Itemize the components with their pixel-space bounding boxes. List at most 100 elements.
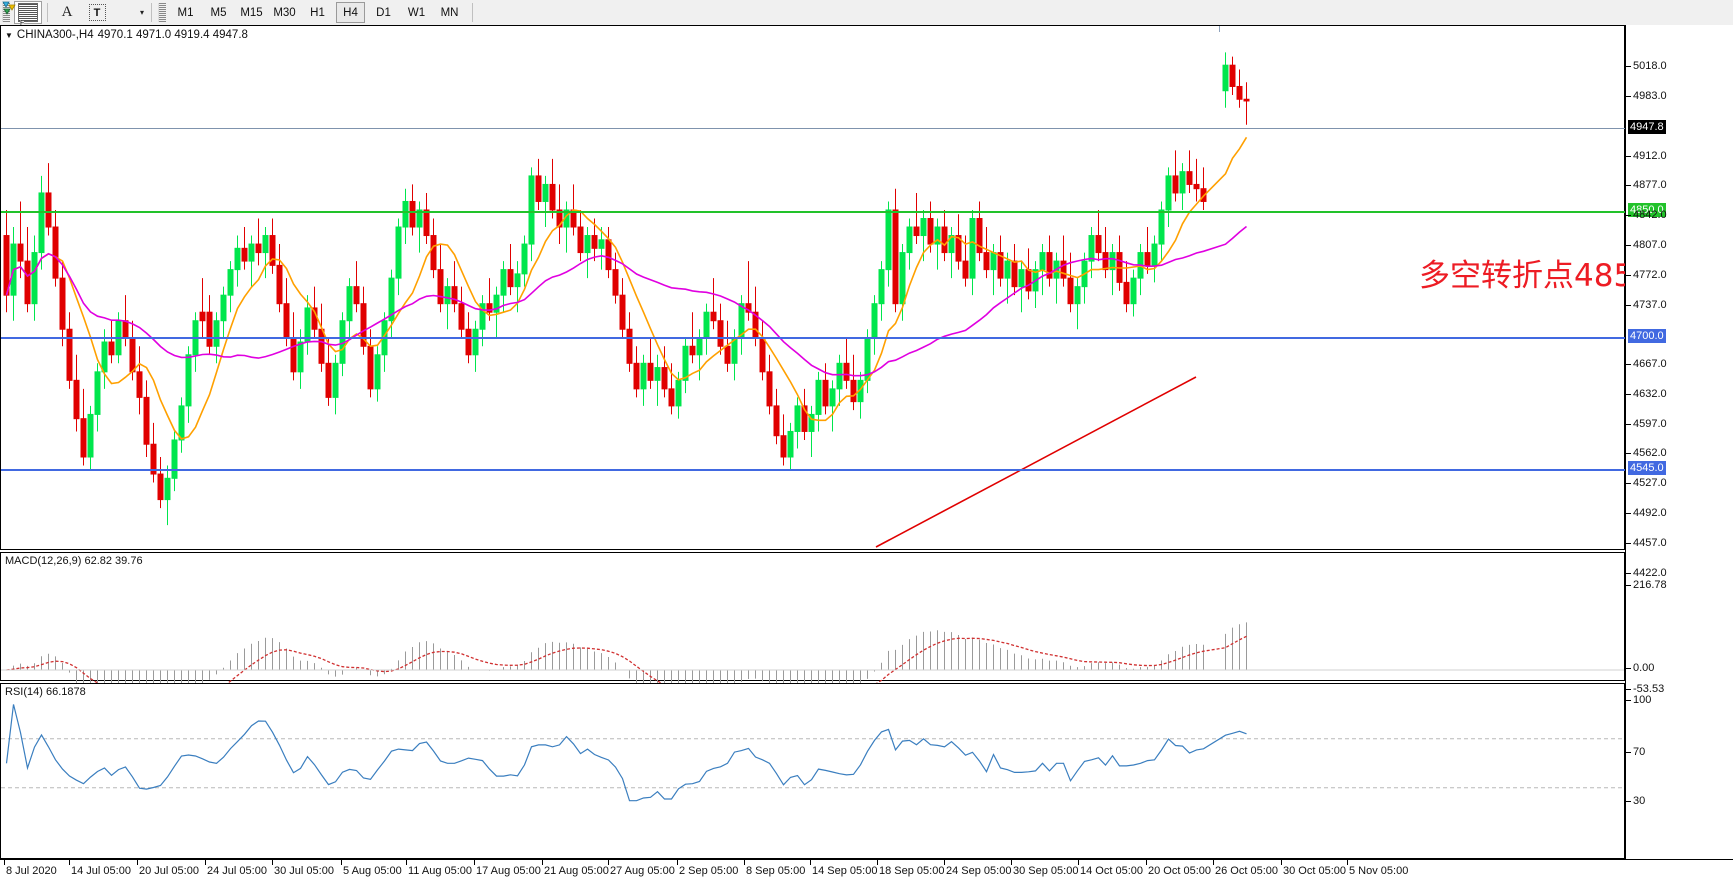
candle [1032,261,1039,308]
price-tick-4983_0: 4983.0 [1626,90,1667,102]
candle [164,465,171,526]
timeframe-h4[interactable]: H4 [336,2,366,23]
candle [192,312,199,372]
price-tag-4850_0[interactable]: 4850.0 [1628,203,1666,217]
candle [1229,56,1236,95]
candle [269,218,276,274]
candle [493,286,500,338]
candle [255,218,262,266]
price-scale[interactable]: 5018.0 4983.0 4947.8 4912.0 4877.0 4850.0 4842… [1625,25,1733,859]
rsi-panel[interactable]: RSI(14) 66.1878 [0,683,1625,859]
candle [682,337,689,394]
time-tick [944,860,945,865]
candle [430,218,437,279]
macd-panel[interactable]: MACD(12,26,9) 62.82 39.76 [0,552,1625,717]
time-axis[interactable]: 8 Jul 2020 14 Jul 05:00 20 Jul 05:00 24 Jul… [0,859,1733,895]
candle [766,354,773,415]
candle [1165,167,1172,228]
chart-grid-icon[interactable] [14,1,42,27]
uptrend-line[interactable] [875,376,1197,548]
candle [262,227,269,279]
candle [717,303,724,355]
candle [549,158,556,219]
macd-label: MACD(12,26,9) 62.82 39.76 [5,555,143,567]
price-chart-panel[interactable]: ▼ CHINA300-,H4 4970.1 4971.0 4919.4 4947… [0,25,1653,550]
candle [507,244,514,296]
candle [367,329,374,398]
time-tick [137,860,138,865]
objects-tool[interactable] [2,1,141,24]
timeframe-m30[interactable]: M30 [273,6,296,19]
candle [913,192,920,245]
candle [605,227,612,279]
candle [759,320,766,381]
timeframe-w1[interactable]: W1 [407,6,426,19]
candle [423,192,430,245]
price-tag-4700_0[interactable]: 4700.0 [1628,329,1666,343]
candle [1053,252,1060,304]
time-tick [69,860,70,865]
timeframe-grip[interactable] [158,3,167,22]
candle [857,371,864,419]
candle [1046,235,1053,287]
candle [451,261,458,313]
rsi-tick-100: 100 [1626,694,1651,706]
candle [472,320,479,372]
time-tick [677,860,678,865]
candle [710,278,717,330]
candle [1172,150,1179,202]
time-tick [272,860,273,865]
timeframe-h1[interactable]: H1 [310,6,325,19]
resistance-4850[interactable] [1,211,1626,213]
time-tick [877,860,878,865]
candle [409,184,416,236]
price-tick-4842_0: 4842.0 [1626,209,1667,221]
price-tag-4947_8[interactable]: 4947.8 [1628,120,1666,134]
time-tick [1347,860,1348,865]
timeframe-m1[interactable]: M1 [177,6,194,19]
rsi-label: RSI(14) 66.1878 [5,686,86,698]
timeframe-mn[interactable]: MN [440,6,459,19]
candle [52,209,59,287]
candle [808,405,815,458]
candle [66,312,73,389]
candle [640,354,647,406]
rsi-tick-70: 70 [1626,746,1645,758]
candle [500,261,507,313]
candle [780,414,787,466]
candle [787,422,794,470]
collapse-triangle-icon[interactable]: ▼ [5,30,13,40]
candle [1186,150,1193,193]
time-label: 20 Oct 05:00 [1148,865,1211,877]
candle [1116,235,1123,291]
candle [31,235,38,321]
objects-dropdown[interactable]: ▾ [140,8,145,17]
candle [724,320,731,372]
price-tick-4667_0: 4667.0 [1626,358,1667,370]
price-tag-4545_0[interactable]: 4545.0 [1628,461,1666,475]
timeframe-d1[interactable]: D1 [376,6,391,19]
candle [87,405,94,470]
candle [843,337,850,389]
time-tick [744,860,745,865]
support-4545[interactable] [1,469,1626,471]
candle [24,227,31,313]
time-label: 5 Aug 05:00 [343,865,402,877]
candle [836,354,843,406]
time-tick [1213,860,1214,865]
chart-area[interactable]: ▼ CHINA300-,H4 4970.1 4971.0 4919.4 4947… [0,25,1733,895]
candle [584,227,591,279]
candle [1123,261,1130,313]
timeframe-m5[interactable]: M5 [210,6,227,19]
candle [241,227,248,270]
timeframe-m15[interactable]: M15 [240,6,263,19]
candle [829,380,836,432]
candle [325,337,332,406]
price-line-4947_8[interactable] [1,128,1626,129]
time-tick [1146,860,1147,865]
text-label-tool[interactable]: T [83,1,111,24]
support-4700[interactable] [1,337,1626,339]
price-tick-4422_0: 4422.0 [1626,567,1667,579]
candle [437,244,444,313]
text-tool[interactable]: A [61,4,73,20]
